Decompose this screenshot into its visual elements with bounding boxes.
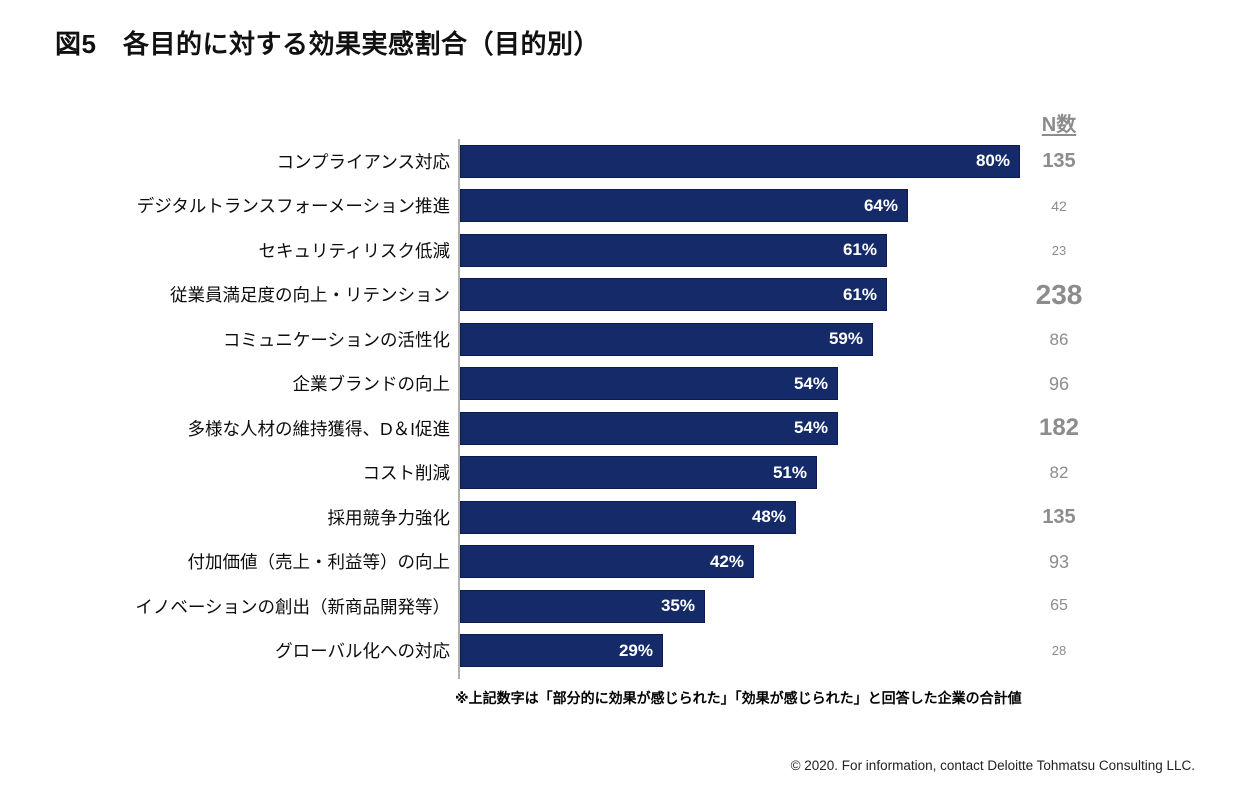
category-label: コンプライアンス対応 — [276, 151, 450, 172]
category-label: デジタルトランスフォーメーション推進 — [136, 196, 450, 217]
bar-track: 35% — [460, 589, 1160, 623]
bar: 59% — [460, 322, 873, 356]
bar: 42% — [460, 545, 754, 579]
bar: 61% — [460, 278, 887, 312]
bar: 61% — [460, 233, 887, 267]
bar-row: コンプライアンス対応 80% 135 — [0, 139, 1252, 184]
bar-track: 54% — [460, 367, 1160, 401]
bar-row: 企業ブランドの向上 54% 96 — [0, 362, 1252, 407]
n-value: 42 — [1051, 197, 1067, 214]
category-label: コスト削減 — [362, 463, 451, 484]
bar: 54% — [460, 411, 838, 445]
bar-row: イノベーションの創出（新商品開発等） 35% 65 — [0, 584, 1252, 629]
bar-track: 61% — [460, 233, 1160, 267]
n-value: 82 — [1049, 463, 1069, 483]
bar-row: セキュリティリスク低減 61% 23 — [0, 228, 1252, 273]
bar-row: コスト削減 51% 82 — [0, 451, 1252, 496]
bar-value-label: 54% — [793, 418, 828, 438]
bar-row: コミュニケーションの活性化 59% 86 — [0, 317, 1252, 362]
bar: 54% — [460, 367, 838, 401]
bar-track: 51% — [460, 456, 1160, 490]
bar-value-label: 51% — [772, 462, 807, 482]
category-label: 多様な人材の維持獲得、D＆I促進 — [187, 418, 451, 439]
n-value: 23 — [1051, 242, 1067, 258]
bar-track: 64% — [460, 189, 1160, 223]
bar-track: 80% — [460, 144, 1160, 178]
chart-title: 図5 各目的に対する効果実感割合（目的別） — [55, 29, 600, 59]
bar: 80% — [460, 144, 1020, 178]
bar: 48% — [460, 500, 796, 534]
footnote: ※上記数字は「部分的に効果が感じられた」「効果が感じられた」と回答した企業の合計… — [455, 690, 1022, 706]
n-value: 86 — [1049, 329, 1069, 349]
bar-row: 採用競争力強化 48% 135 — [0, 495, 1252, 540]
bar-chart: コンプライアンス対応 80% 135 デジタルトランスフォーメーション推進 64% 42 セ… — [0, 139, 1252, 673]
bar: 51% — [460, 456, 817, 490]
bar-value-label: 48% — [751, 507, 786, 527]
bar-value-label: 80% — [975, 151, 1010, 171]
category-label: セキュリティリスク低減 — [258, 240, 450, 261]
n-value: 65 — [1050, 597, 1068, 615]
bar-value-label: 61% — [842, 240, 877, 260]
n-value: 93 — [1048, 551, 1070, 572]
bar: 64% — [460, 189, 908, 223]
bar-value-label: 64% — [863, 195, 898, 215]
bar-value-label: 42% — [709, 551, 744, 571]
n-value: 28 — [1051, 643, 1067, 659]
copyright: © 2020. For information, contact Deloitt… — [790, 758, 1195, 773]
bar-row: 付加価値（売上・利益等）の向上 42% 93 — [0, 540, 1252, 585]
bar-track: 42% — [460, 545, 1160, 579]
n-value: 135 — [1042, 150, 1076, 173]
category-label: 付加価値（売上・利益等）の向上 — [187, 552, 451, 573]
bar-value-label: 29% — [618, 640, 653, 660]
n-value: 182 — [1038, 414, 1080, 442]
category-label: グローバル化への対応 — [275, 641, 450, 662]
category-label: コミュニケーションの活性化 — [222, 329, 450, 350]
bar-row: デジタルトランスフォーメーション推進 64% 42 — [0, 184, 1252, 229]
bar-value-label: 61% — [842, 284, 877, 304]
category-label: 採用競争力強化 — [327, 507, 451, 528]
bar-track: 61% — [460, 278, 1160, 312]
bar-row: グローバル化への対応 29% 28 — [0, 629, 1252, 674]
category-label: イノベーションの創出（新商品開発等） — [135, 596, 450, 617]
bar: 29% — [460, 634, 663, 668]
bar-row: 従業員満足度の向上・リテンション 61% 238 — [0, 273, 1252, 318]
bar-row: 多様な人材の維持獲得、D＆I促進 54% 182 — [0, 406, 1252, 451]
bar-value-label: 59% — [828, 329, 863, 349]
bar-track: 48% — [460, 500, 1160, 534]
bar-value-label: 54% — [793, 373, 828, 393]
category-label: 従業員満足度の向上・リテンション — [170, 285, 450, 306]
n-value: 238 — [1035, 278, 1083, 310]
bar-track: 54% — [460, 411, 1160, 445]
n-value: 96 — [1048, 373, 1070, 394]
bar: 35% — [460, 589, 705, 623]
y-axis-line — [458, 139, 460, 679]
bar-track: 59% — [460, 322, 1160, 356]
bar-track: 29% — [460, 634, 1160, 668]
bar-value-label: 35% — [660, 596, 695, 616]
n-column-header: N数 — [1041, 114, 1077, 136]
category-label: 企業ブランドの向上 — [292, 374, 451, 395]
n-value: 135 — [1042, 506, 1076, 529]
